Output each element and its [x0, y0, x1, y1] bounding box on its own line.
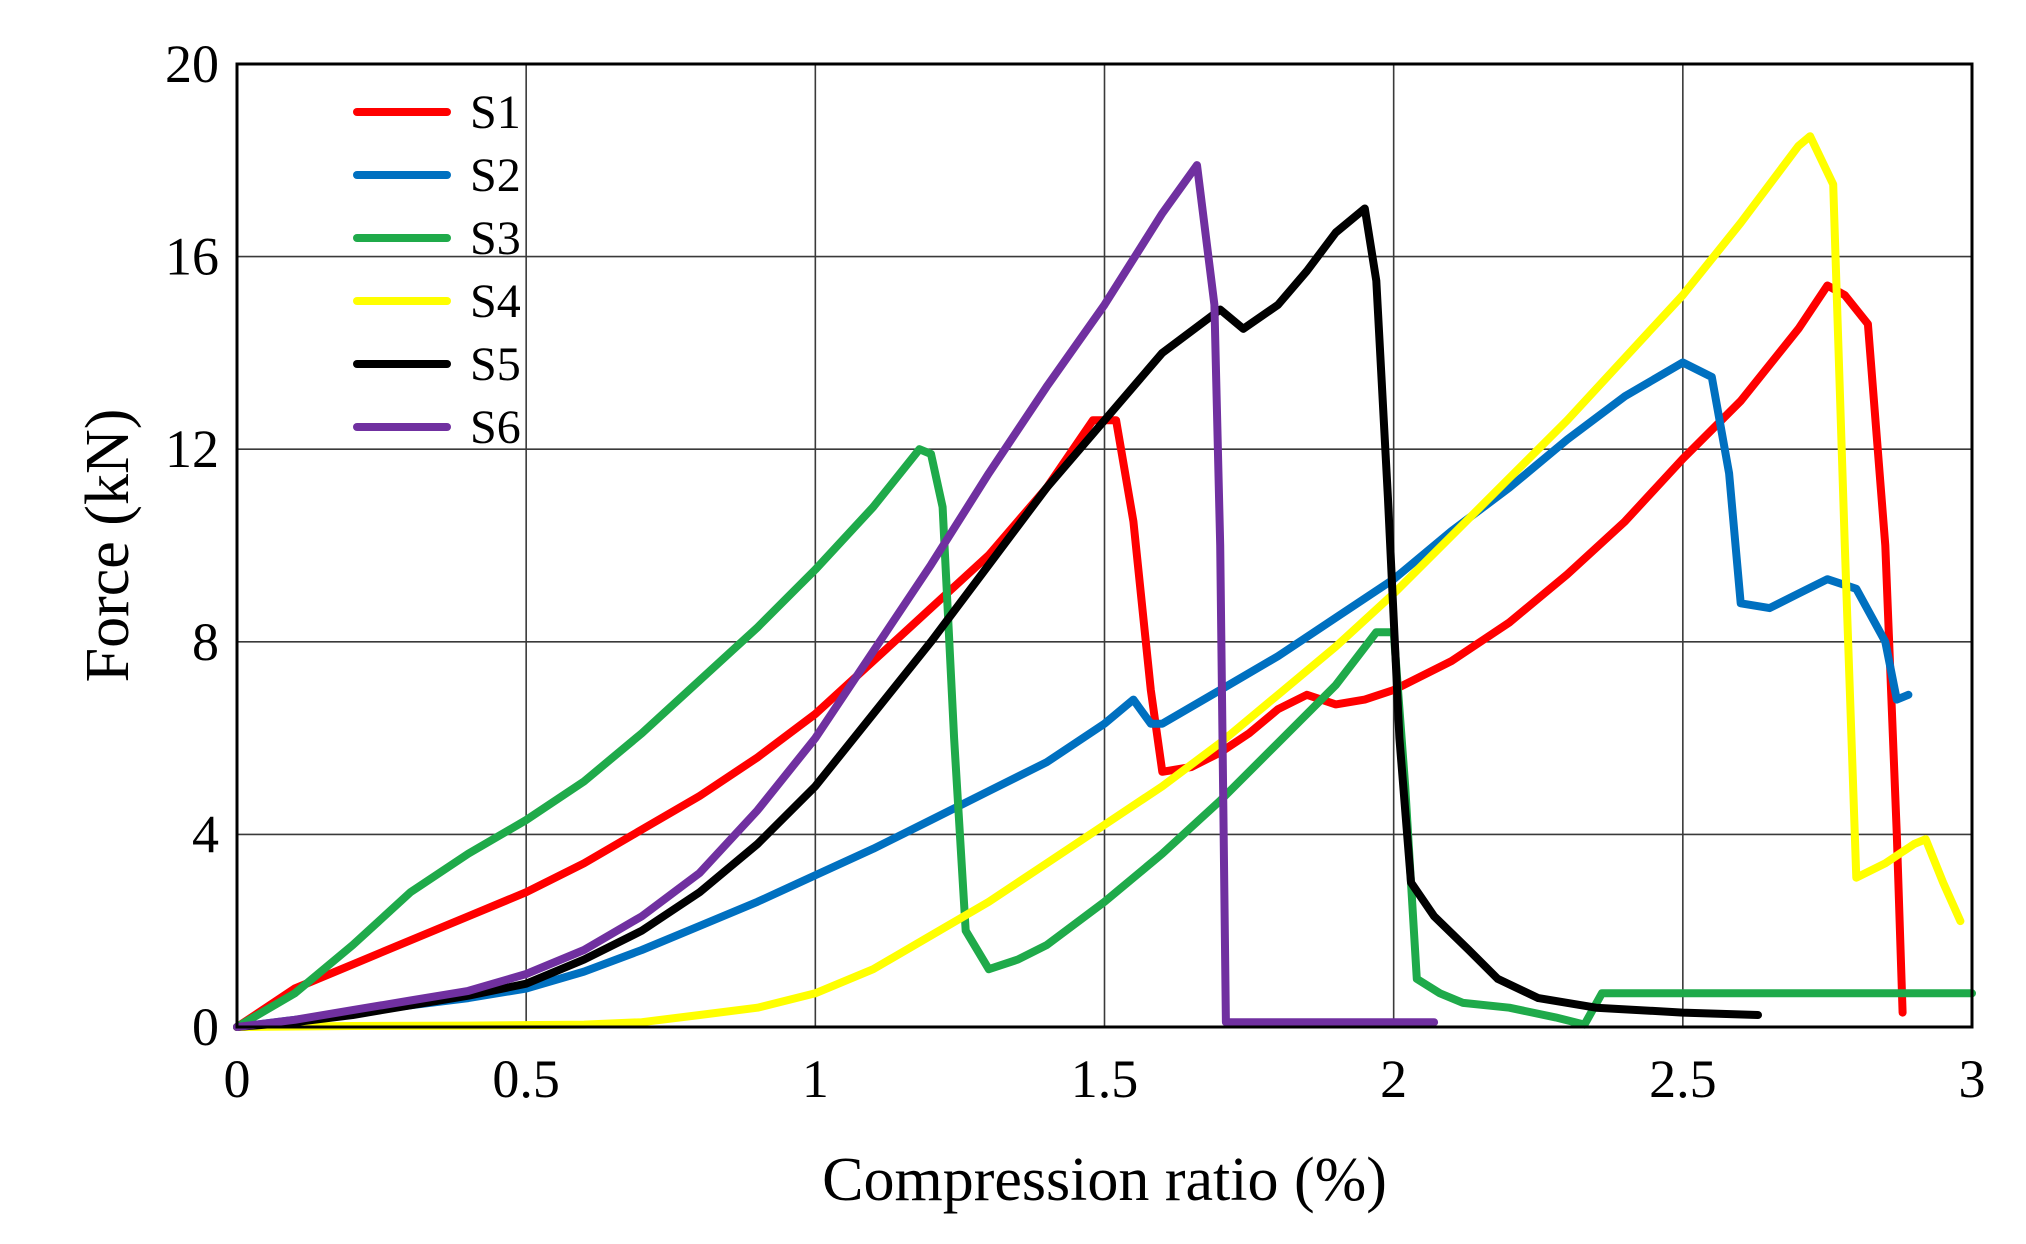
- x-tick-label: 2.5: [1649, 1049, 1717, 1109]
- series-line-s4: [233, 132, 1965, 1031]
- series-lines: [233, 132, 1976, 1031]
- legend-label-s4: S4: [470, 275, 521, 328]
- y-tick-label: 8: [192, 612, 219, 672]
- y-tick-label: 16: [165, 227, 219, 287]
- legend-label-s6: S6: [470, 401, 521, 454]
- x-tick-label: 1.5: [1071, 1049, 1139, 1109]
- x-axis-title: Compression ratio (%): [822, 1146, 1387, 1214]
- legend-label-s2: S2: [470, 149, 521, 202]
- legend: S1 S2 S3 S4 S5 S6: [353, 86, 521, 454]
- plot-frame: [235, 62, 1974, 1029]
- x-tick-label: 0.5: [492, 1049, 560, 1109]
- x-tick-label: 3: [1959, 1049, 1986, 1109]
- series-line-s3: [233, 445, 1976, 1031]
- series-line-s6: [233, 161, 1439, 1031]
- series-line-s5: [233, 204, 1762, 1031]
- grid: [237, 64, 1972, 1027]
- tick-labels: 0 0.5 1 1.5 2 2.5 3 0 4 8 12 16 20: [165, 34, 1986, 1109]
- series-line-s2: [233, 358, 1913, 1031]
- x-tick-label: 0: [224, 1049, 251, 1109]
- y-tick-label: 0: [192, 997, 219, 1057]
- y-tick-label: 4: [192, 804, 219, 864]
- legend-label-s5: S5: [470, 338, 521, 391]
- legend-label-s1: S1: [470, 86, 521, 139]
- x-tick-label: 1: [802, 1049, 829, 1109]
- y-tick-label: 12: [165, 419, 219, 479]
- legend-label-s3: S3: [470, 212, 521, 265]
- y-tick-label: 20: [165, 34, 219, 94]
- x-tick-label: 2: [1380, 1049, 1407, 1109]
- y-axis-title: Force (kN): [74, 409, 142, 683]
